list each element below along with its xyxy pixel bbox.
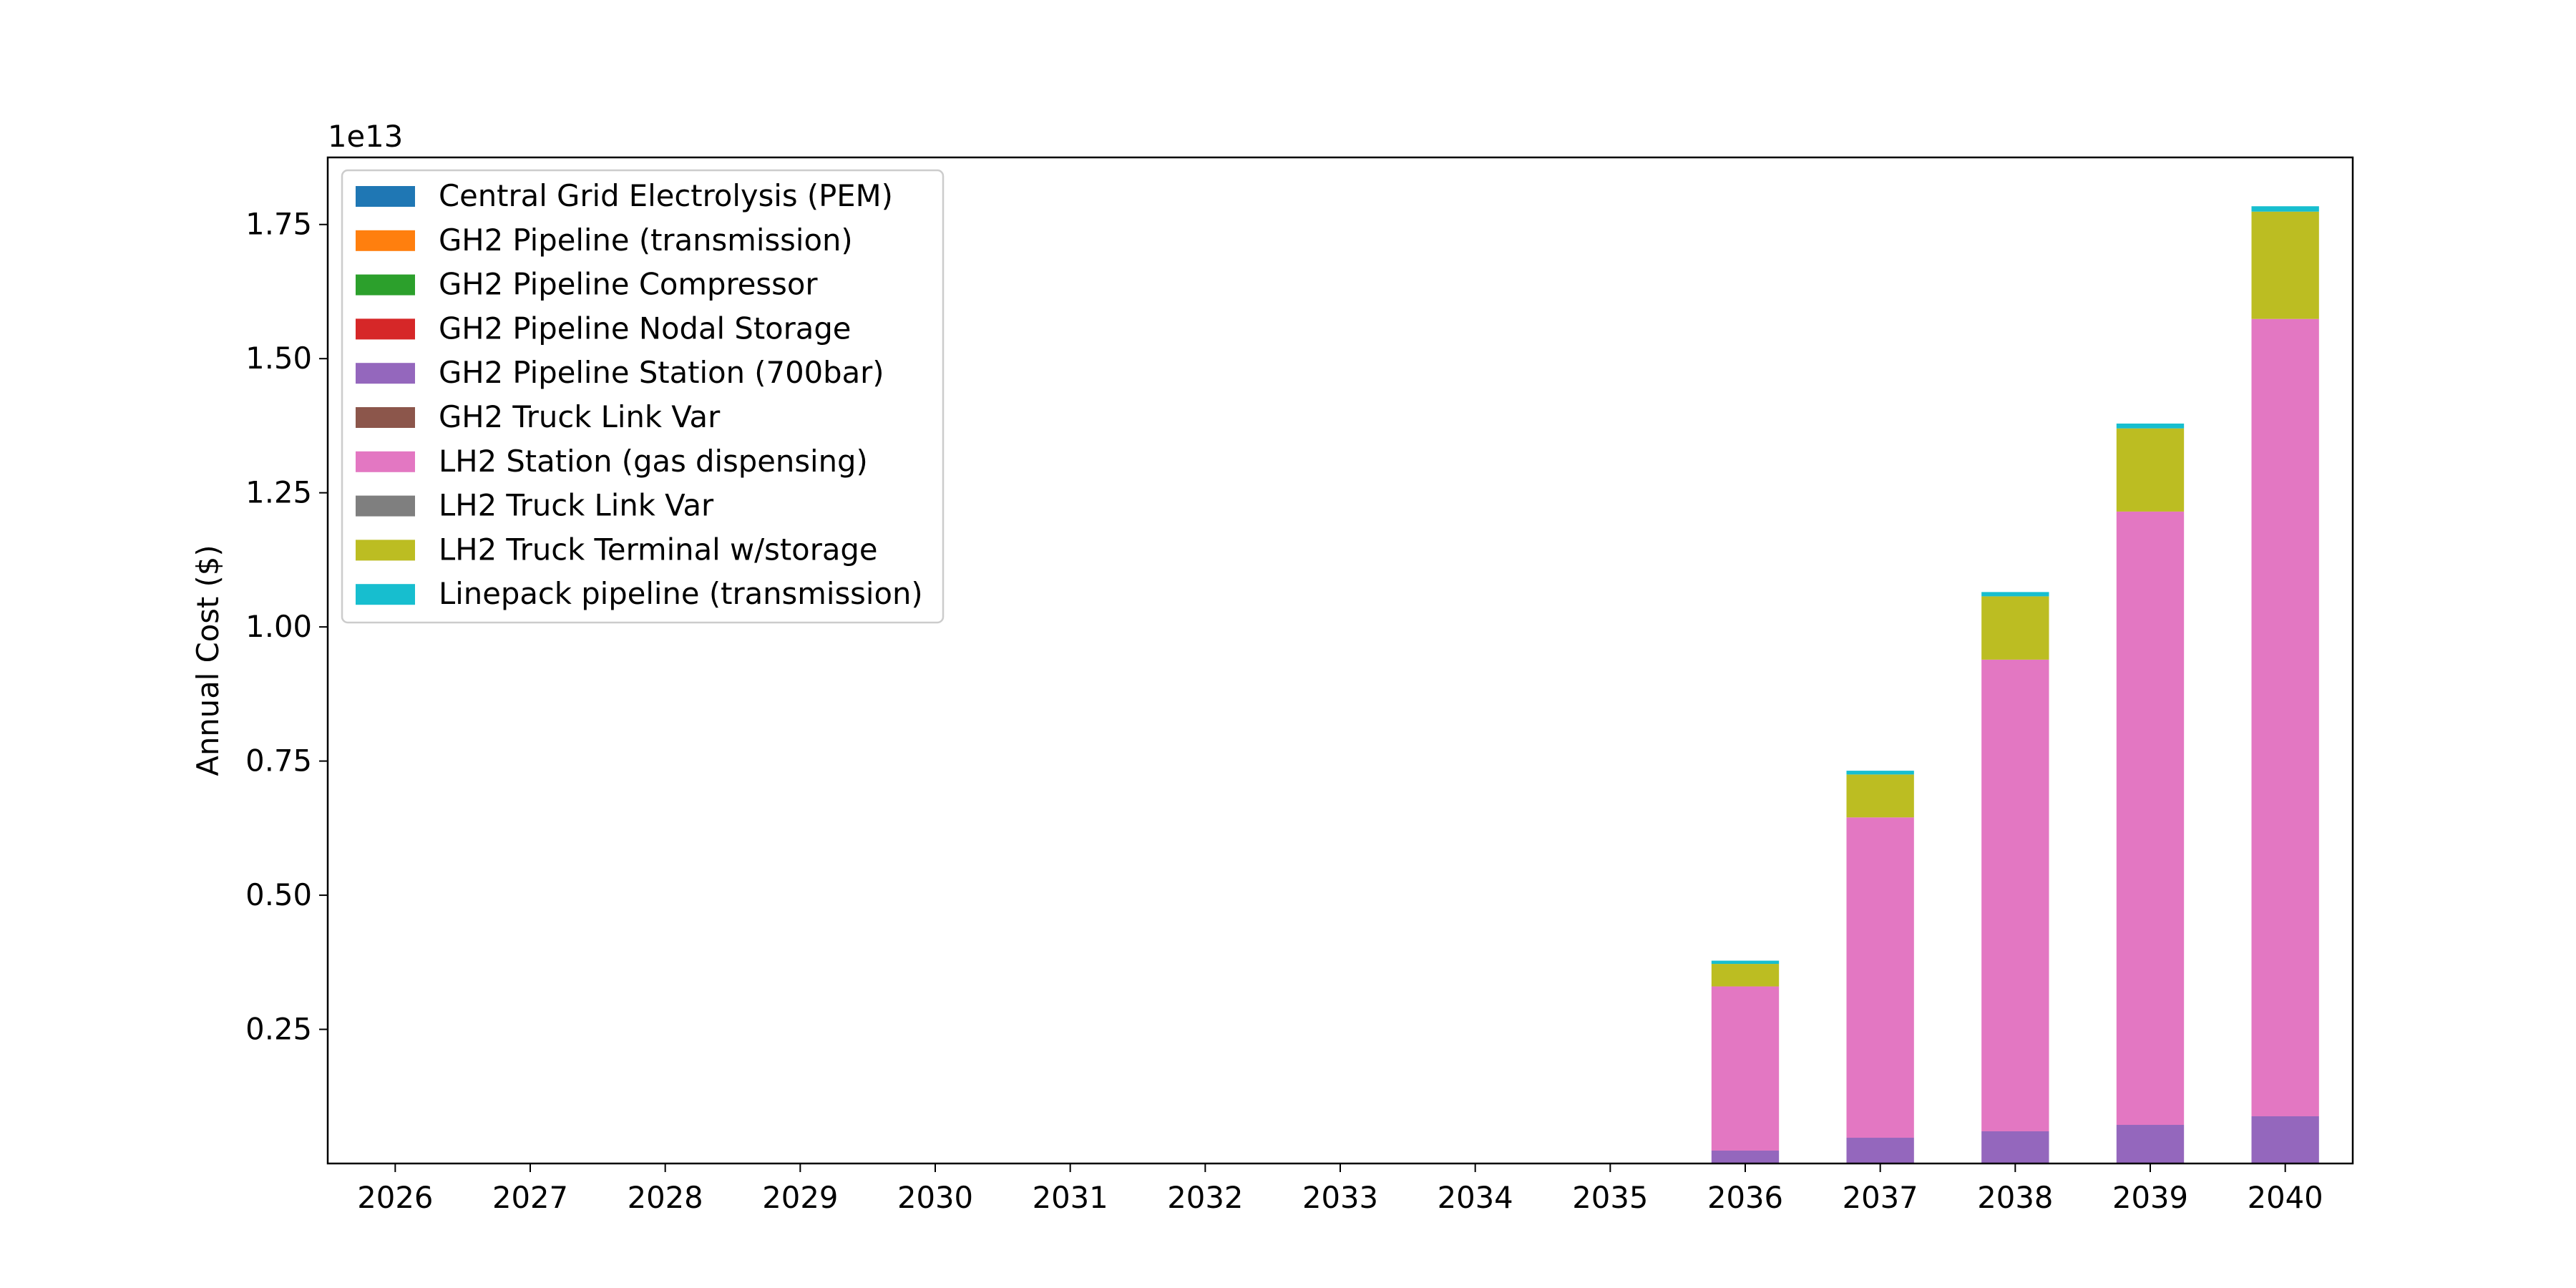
legend-swatch	[356, 451, 415, 472]
legend-swatch	[356, 186, 415, 207]
x-tick-label: 2026	[357, 1180, 433, 1215]
x-tick-label: 2036	[1707, 1180, 1783, 1215]
legend-swatch	[356, 540, 415, 561]
x-tick-label: 2027	[492, 1180, 568, 1215]
x-tick-label: 2028	[628, 1180, 703, 1215]
bar-segment-2039-series-9	[2116, 423, 2185, 429]
legend-label: GH2 Pipeline Compressor	[439, 267, 818, 302]
legend-label: Linepack pipeline (transmission)	[439, 576, 923, 611]
x-tick-label: 2037	[1843, 1180, 1918, 1215]
bar-segment-2040-series-8	[2251, 211, 2319, 319]
x-tick-label: 2039	[2112, 1180, 2188, 1215]
y-axis-label: Annual Cost ($)	[190, 545, 225, 776]
x-tick-label: 2040	[2248, 1180, 2323, 1215]
bar-segment-2040-series-4	[2251, 1116, 2319, 1163]
y-tick-label: 1.25	[245, 475, 312, 510]
bar-segment-2037-series-9	[1846, 771, 1914, 775]
bar-segment-2037-series-4	[1846, 1138, 1914, 1163]
bar-segment-2036-series-4	[1711, 1151, 1780, 1163]
legend-label: GH2 Pipeline Station (700bar)	[439, 355, 884, 390]
bar-segment-2037-series-6	[1846, 817, 1914, 1138]
bar-segment-2036-series-6	[1711, 986, 1780, 1151]
legend-swatch	[356, 584, 415, 605]
bar-segment-2038-series-6	[1981, 659, 2049, 1132]
bar-segment-2038-series-8	[1981, 596, 2049, 660]
legend-box	[341, 169, 945, 624]
bar-segment-2036-series-9	[1711, 960, 1780, 965]
x-tick-label: 2031	[1033, 1180, 1108, 1215]
legend-swatch	[356, 230, 415, 251]
bar-segment-2040-series-9	[2251, 206, 2319, 212]
legend-swatch	[356, 495, 415, 517]
bars-layer	[1711, 206, 2319, 1163]
bar-segment-2038-series-9	[1981, 592, 2049, 597]
bar-segment-2040-series-6	[2251, 318, 2319, 1117]
x-tick-label: 2033	[1302, 1180, 1378, 1215]
legend-label: GH2 Truck Link Var	[439, 399, 721, 434]
legend-swatch	[356, 318, 415, 340]
bar-segment-2037-series-8	[1846, 774, 1914, 818]
x-tick-label: 2029	[762, 1180, 838, 1215]
y-tick-label: 1.00	[245, 609, 312, 644]
y-tick-label: 1.75	[245, 207, 312, 242]
legend-label: GH2 Pipeline (transmission)	[439, 223, 853, 258]
y-tick-label: 0.25	[245, 1012, 312, 1047]
legend-label: GH2 Pipeline Nodal Storage	[439, 311, 851, 346]
legend: Central Grid Electrolysis (PEM) GH2 Pipel…	[341, 169, 945, 624]
legend-swatch	[356, 274, 415, 296]
x-tick-label: 2030	[897, 1180, 973, 1215]
legend-label: LH2 Station (gas dispensing)	[439, 444, 868, 479]
x-tick-label: 2034	[1438, 1180, 1513, 1215]
y-axis-ticks: 0.25 0.50 0.75 1.00 1.25 1.50 1.75	[245, 207, 328, 1047]
legend-swatch	[356, 407, 415, 428]
legend-items: Central Grid Electrolysis (PEM) GH2 Pipel…	[356, 178, 923, 611]
x-axis-ticks: 2026 2027 2028 2029 2030 2031 2032 2033 2034 2035…	[357, 1163, 2323, 1215]
legend-label: LH2 Truck Terminal w/storage	[439, 532, 877, 567]
y-axis-offset-text: 1e13	[328, 119, 403, 154]
bar-segment-2038-series-4	[1981, 1131, 2049, 1163]
bar-segment-2039-series-8	[2116, 428, 2185, 512]
x-tick-label: 2035	[1572, 1180, 1648, 1215]
bar-segment-2039-series-4	[2116, 1125, 2185, 1163]
legend-label: LH2 Truck Link Var	[439, 488, 714, 523]
x-tick-label: 2038	[1977, 1180, 2053, 1215]
y-tick-label: 0.75	[245, 743, 312, 779]
legend-swatch	[356, 363, 415, 384]
legend-label: Central Grid Electrolysis (PEM)	[439, 178, 893, 213]
x-tick-label: 2032	[1167, 1180, 1243, 1215]
bar-segment-2036-series-8	[1711, 964, 1780, 987]
bar-segment-2039-series-6	[2116, 511, 2185, 1126]
y-tick-label: 1.50	[245, 341, 312, 376]
y-tick-label: 0.50	[245, 877, 312, 912]
